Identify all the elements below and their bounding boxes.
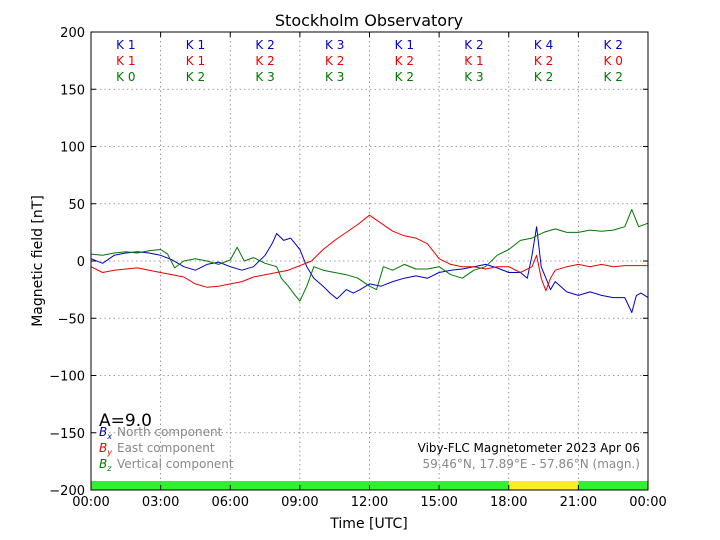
k-index-label: K 1 (116, 38, 135, 52)
grid-lines (91, 32, 648, 490)
data-series (90, 209, 649, 313)
k-index-label: K 4 (534, 38, 553, 52)
k-index-label: K 1 (395, 38, 414, 52)
x-axis-label: Time [UTC] (329, 516, 407, 532)
activity-bar-segment (508, 481, 579, 490)
k-index-label: K 1 (186, 54, 205, 68)
k-index-label: K 1 (464, 54, 483, 68)
legend-label: North component (117, 425, 223, 439)
x-tick-label: 18:00 (490, 495, 527, 510)
x-tick-label: 15:00 (420, 495, 457, 510)
k-index-label: K 2 (534, 54, 553, 68)
k-index-label: K 2 (186, 70, 205, 84)
k-index-label: K 3 (464, 70, 483, 84)
y-tick-label: 50 (68, 198, 85, 213)
legend-symbol: Bz (99, 457, 112, 473)
x-tick-label: 12:00 (351, 495, 388, 510)
y-tick-label: 0 (77, 255, 85, 270)
k-index-label: K 2 (604, 70, 623, 84)
x-tick-label: 09:00 (281, 495, 318, 510)
x-tick-label: 03:00 (142, 495, 179, 510)
series-line-by (90, 214, 648, 292)
y-tick-label: 150 (60, 83, 85, 98)
y-tick-label: 200 (60, 26, 85, 41)
k-index-label: K 2 (325, 54, 344, 68)
activity-bar-segment (578, 481, 648, 490)
k-index-label: K 3 (325, 70, 344, 84)
y-axis-label: Magnetic field [nT] (30, 195, 46, 327)
k-index-label: K 2 (464, 38, 483, 52)
legend-label: East component (117, 441, 215, 455)
y-tick-label: 100 (60, 141, 85, 156)
axis-tick-labels: 00:00 03:00 06:00 09:00 12:00 15:00 18:00 21:00… (49, 26, 666, 510)
station-coordinates: 59.46°N, 17.89°E - 57.86°N (magn.) (423, 457, 640, 471)
k-index-label: K 2 (255, 38, 274, 52)
x-tick-label: 06:00 (212, 495, 249, 510)
k-index-label: K 0 (116, 70, 135, 84)
k-index-label: K 1 (186, 38, 205, 52)
station-info: Viby-FLC Magnetometer 2023 Apr 06 (418, 441, 640, 455)
legend-symbol: By (99, 441, 112, 457)
k-index-table: K 1 K 1 K 2 K 3 K 1 K 2 K 4 K 2 K 1 K 1 K 2 K 2 K 2 K… (116, 38, 623, 84)
x-tick-label: 00:00 (72, 495, 109, 510)
y-tick-label: −150 (49, 427, 85, 442)
x-tick-label: 21:00 (560, 495, 597, 510)
y-tick-label: −50 (58, 312, 85, 327)
k-index-label: K 0 (604, 54, 623, 68)
a-index-label: A=9.0 (99, 411, 152, 431)
legend-label: Vertical component (117, 457, 234, 471)
k-index-label: K 1 (116, 54, 135, 68)
x-tick-label: 00:00 (629, 495, 666, 510)
y-tick-label: −100 (49, 370, 85, 385)
k-index-label: K 2 (604, 38, 623, 52)
series-line-bx (90, 226, 649, 313)
k-index-label: K 2 (395, 70, 414, 84)
k-index-label: K 3 (325, 38, 344, 52)
legend-symbol: Bx (99, 425, 112, 441)
series-line-bz (90, 209, 649, 302)
k-index-label: K 3 (255, 70, 274, 84)
axis-ticks (90, 31, 649, 491)
k-index-label: K 2 (534, 70, 553, 84)
chart-title: Stockholm Observatory (275, 11, 463, 30)
legend: Bx North component By East component Bz Verti… (99, 425, 234, 473)
y-tick-label: −200 (49, 484, 85, 499)
k-index-label: K 2 (395, 54, 414, 68)
k-index-label: K 2 (255, 54, 274, 68)
